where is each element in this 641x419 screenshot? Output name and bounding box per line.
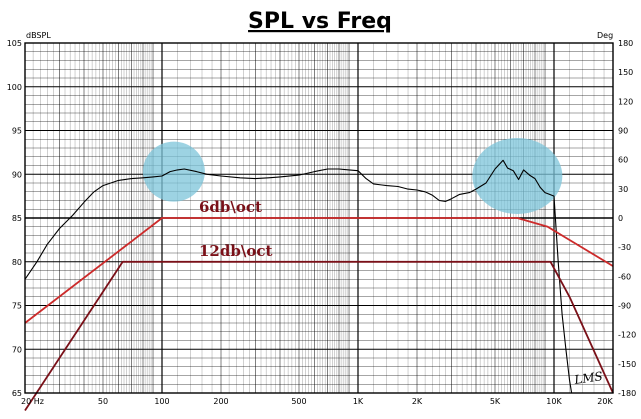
series-line-1 [24, 217, 614, 324]
x-tick-label: 2K [412, 397, 423, 406]
right-axis-unit: Deg [597, 31, 613, 40]
y-tick-label-right: 150 [618, 68, 633, 77]
chart-title: SPL vs Freq [248, 9, 392, 34]
y-tick-label-right: 30 [618, 185, 628, 194]
y-tick-label-left: 90 [12, 170, 22, 179]
highlight-circle [472, 138, 563, 214]
y-tick-label-right: -150 [618, 360, 636, 369]
highlight-circles [142, 138, 563, 214]
y-tick-label-right: 0 [618, 214, 623, 223]
x-tick-label: 200 [213, 397, 228, 406]
signature: LMS [572, 369, 603, 387]
y-tick-label-right: 90 [618, 127, 628, 136]
x-tick-label: 5K [490, 397, 501, 406]
left-axis-unit: dBSPL [26, 31, 51, 40]
y-tick-label-right: 180 [618, 39, 633, 48]
tick-labels: 20 Hz 50 100 200 500 1K 2K 5K 10K 20K 65 70 75 80 85 90… [7, 39, 636, 406]
x-tick-label: 500 [291, 397, 306, 406]
y-tick-label-right: -120 [618, 331, 636, 340]
x-tick-label: 100 [154, 397, 169, 406]
annotation-12db: 12db\oct [199, 242, 272, 260]
series-line-2 [24, 260, 614, 411]
x-tick-label: 50 [98, 397, 108, 406]
y-tick-label-left: 85 [12, 214, 22, 223]
x-tick-label: 1K [353, 397, 364, 406]
x-tick-label: 20 Hz [21, 397, 44, 406]
y-tick-label-right: 60 [618, 156, 628, 165]
series-line-0 [24, 159, 573, 394]
y-tick-label-right: -30 [618, 243, 631, 252]
y-tick-label-right: -180 [618, 389, 636, 398]
y-tick-label-left: 95 [12, 127, 22, 136]
plot-frame [24, 42, 614, 394]
x-tick-label: 10K [546, 397, 562, 406]
series-lines [24, 159, 614, 411]
y-tick-label-left: 80 [12, 258, 22, 267]
y-tick-label-left: 70 [12, 345, 22, 354]
y-tick-label-left: 65 [12, 389, 22, 398]
y-tick-label-left: 105 [7, 39, 22, 48]
highlight-circle [142, 141, 205, 202]
y-tick-label-left: 100 [7, 83, 22, 92]
y-tick-label-right: -90 [618, 302, 631, 311]
y-tick-label-left: 75 [12, 302, 22, 311]
annotation-6db: 6db\oct [199, 198, 262, 216]
y-tick-label-right: -60 [618, 272, 631, 281]
x-tick-label: 20K [597, 397, 613, 406]
y-tick-label-right: 120 [618, 97, 633, 106]
